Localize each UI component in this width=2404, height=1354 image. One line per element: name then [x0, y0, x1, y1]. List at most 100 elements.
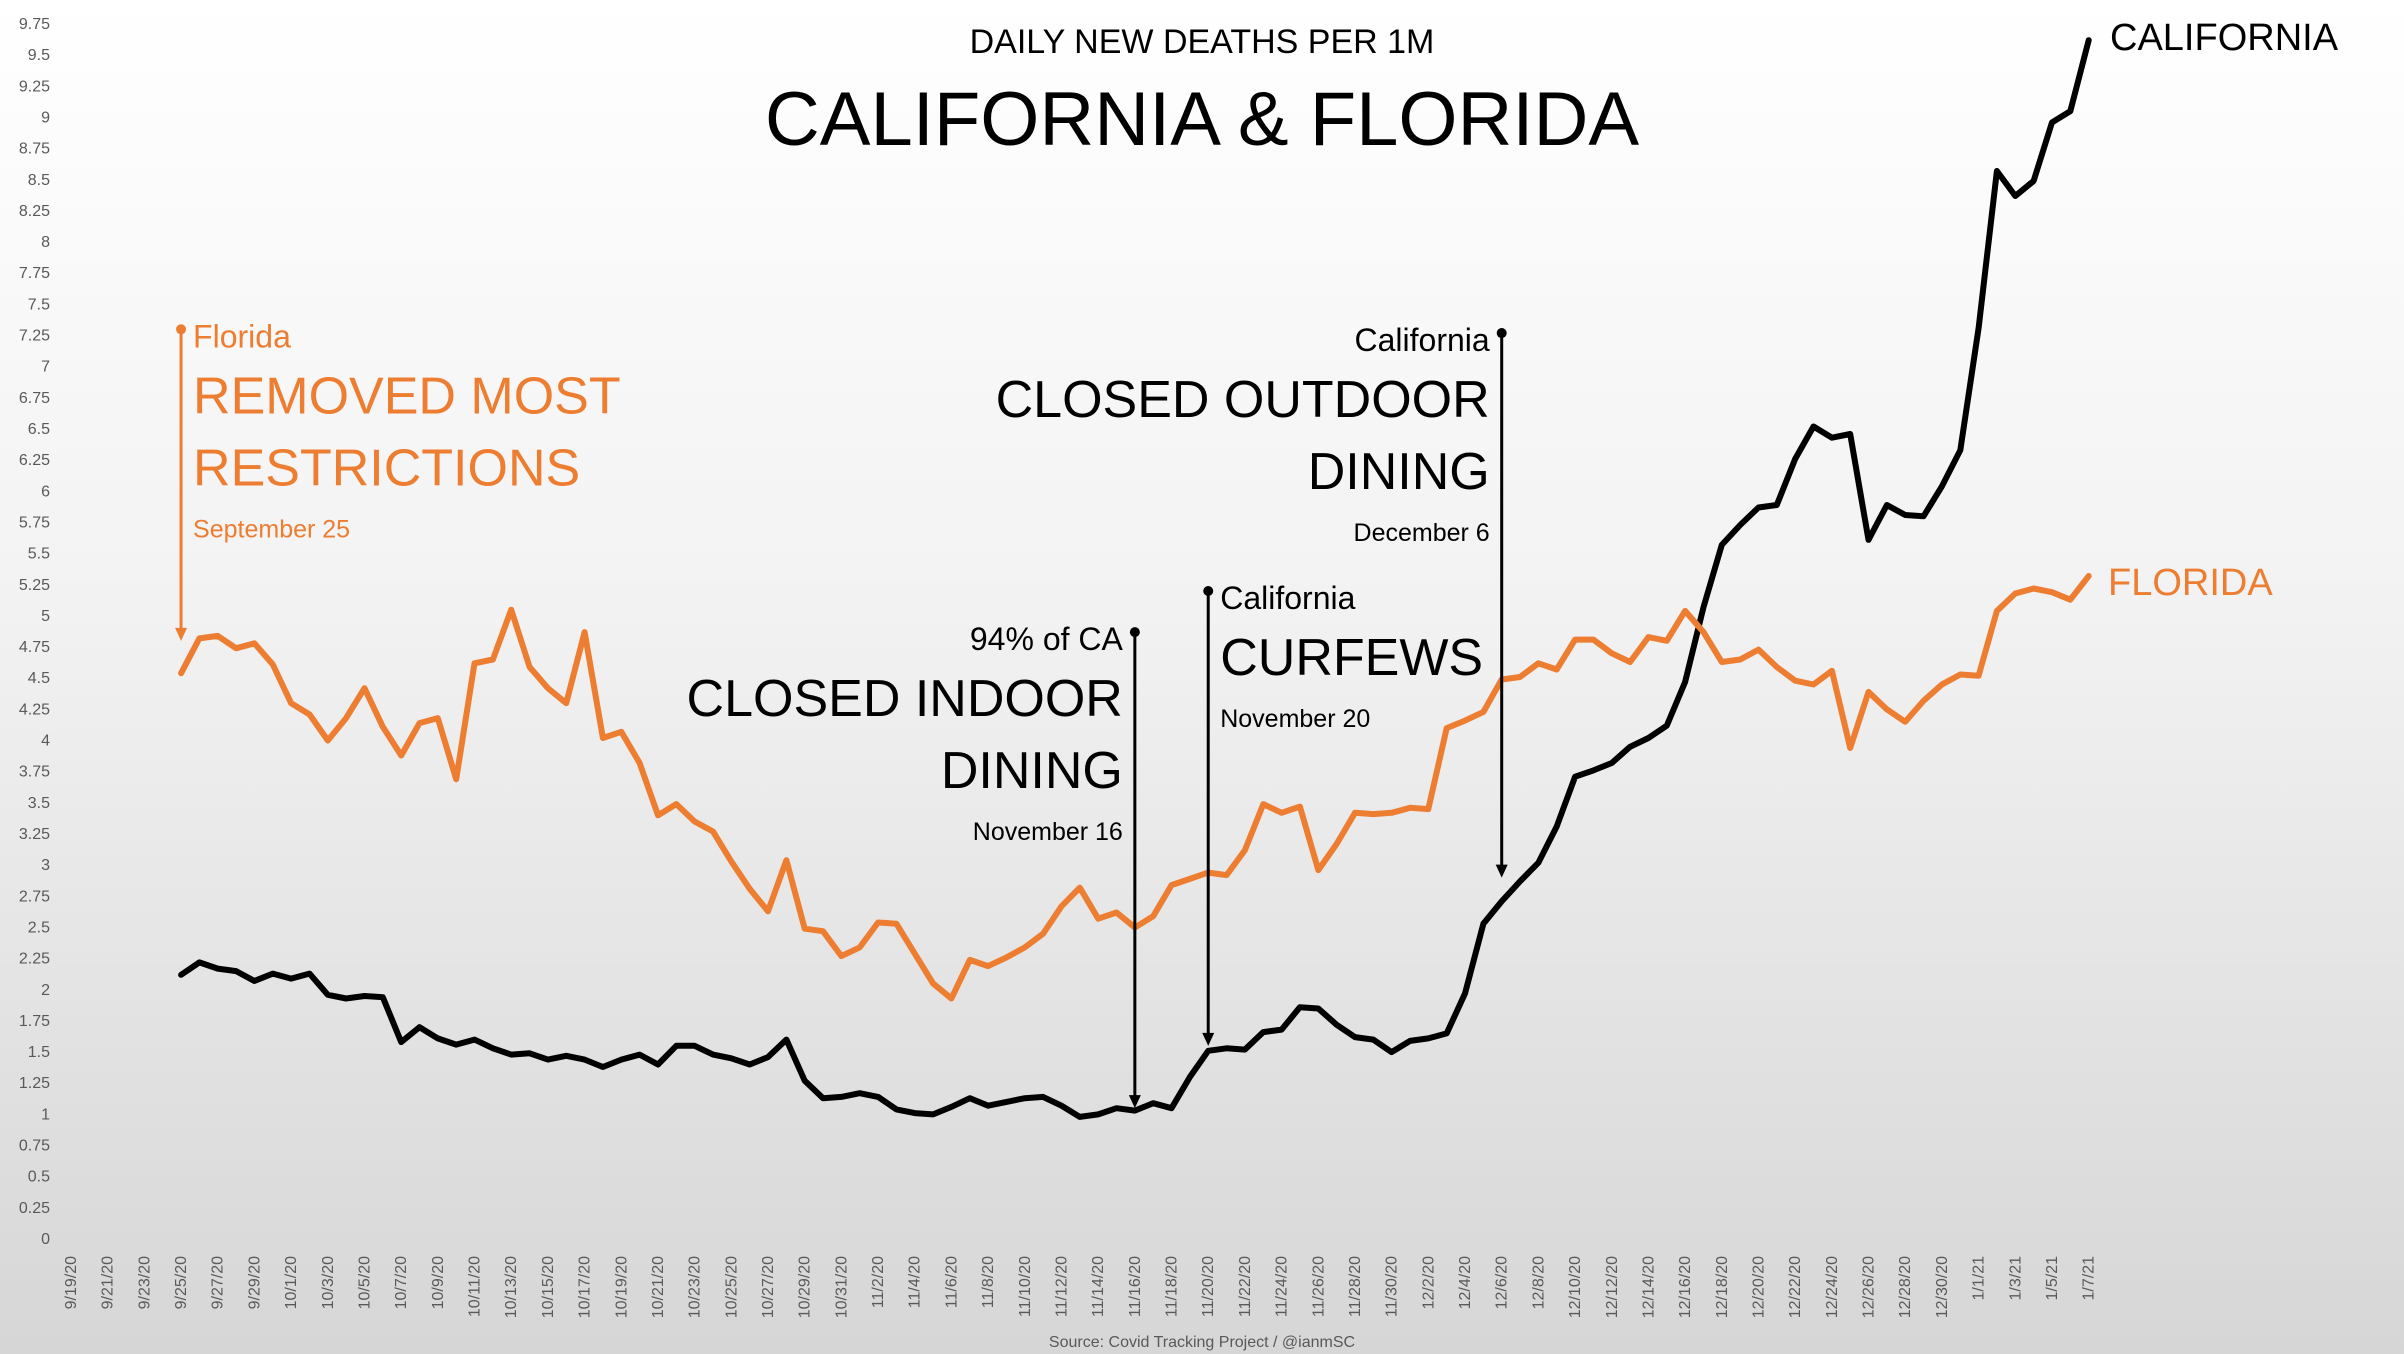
- x-tick-label: 10/1/20: [283, 1256, 300, 1309]
- y-tick-label: 2.75: [19, 888, 50, 905]
- annotation-dot: [1129, 627, 1140, 638]
- y-tick-label: 1.5: [28, 1044, 50, 1061]
- x-axis: 9/19/20 9/21/20 9/23/20 9/25/20 9/27/20 9/29/…: [63, 1256, 2098, 1318]
- y-tick-label: 7.25: [19, 328, 50, 345]
- x-tick-label: 11/12/20: [1053, 1256, 1070, 1317]
- y-tick-label: 6: [41, 483, 50, 500]
- x-tick-label: 12/10/20: [1567, 1256, 1584, 1318]
- annotation-arrowhead: [1495, 864, 1508, 878]
- annotation-state: 94% of CA: [970, 621, 1124, 657]
- y-tick-label: 7: [41, 359, 50, 376]
- x-tick-label: 10/3/20: [320, 1256, 337, 1309]
- x-tick-label: 10/11/20: [467, 1256, 484, 1317]
- y-axis: 0 0.25 0.5 0.75 1 1.25 1.5 1.75 2 2.25 2.5 2.75 3 3.2…: [19, 16, 50, 1248]
- x-tick-label: 10/15/20: [540, 1256, 557, 1318]
- x-tick-label: 10/25/20: [723, 1256, 740, 1318]
- x-tick-label: 10/9/20: [430, 1256, 447, 1309]
- x-tick-label: 11/6/20: [943, 1256, 960, 1308]
- annotation-4: California CLOSED OUTDOOR DINING December 6: [996, 322, 1508, 878]
- x-tick-label: 12/12/20: [1604, 1256, 1621, 1318]
- x-tick-label: 10/19/20: [613, 1256, 630, 1318]
- annotation-2: 94% of CA CLOSED INDOOR DINING November 16: [687, 621, 1141, 1109]
- x-tick-label: 10/5/20: [356, 1256, 373, 1309]
- x-tick-label: 12/24/20: [1824, 1256, 1841, 1318]
- annotation-state: California: [1220, 580, 1355, 616]
- x-tick-label: 11/18/20: [1164, 1256, 1181, 1317]
- annotation-date: December 6: [1354, 519, 1490, 547]
- x-tick-label: 10/7/20: [393, 1256, 410, 1309]
- y-tick-label: 3.25: [19, 826, 50, 843]
- y-tick-label: 4.5: [28, 670, 50, 687]
- annotation-headline: CLOSED OUTDOOR: [996, 371, 1490, 429]
- x-tick-label: 1/7/21: [2081, 1256, 2098, 1301]
- y-tick-label: 9.5: [28, 47, 50, 64]
- series-label-california: CALIFORNIA: [2110, 17, 2339, 59]
- x-tick-label: 12/22/20: [1787, 1256, 1804, 1318]
- annotation-1: Florida REMOVED MOST RESTRICTIONS September…: [175, 318, 621, 641]
- annotation-arrowhead: [175, 627, 188, 641]
- y-tick-label: 4: [41, 733, 50, 750]
- x-tick-label: 12/14/20: [1640, 1256, 1657, 1318]
- series-line-california: [178, 37, 2092, 1120]
- x-tick-label: 9/29/20: [246, 1256, 263, 1309]
- x-tick-label: 10/13/20: [503, 1256, 520, 1318]
- x-tick-label: 9/23/20: [136, 1256, 153, 1309]
- x-tick-label: 11/20/20: [1200, 1256, 1217, 1317]
- y-tick-label: 6.75: [19, 390, 50, 407]
- y-tick-label: 7.5: [28, 296, 50, 313]
- y-tick-label: 4.25: [19, 701, 50, 718]
- x-tick-label: 11/8/20: [980, 1256, 997, 1308]
- series-label-florida: FLORIDA: [2108, 562, 2273, 604]
- x-tick-label: 12/8/20: [1530, 1256, 1547, 1309]
- y-tick-label: 0.25: [19, 1200, 50, 1217]
- x-tick-label: 9/25/20: [173, 1256, 190, 1309]
- annotation-dot: [176, 324, 187, 335]
- y-tick-label: 9.75: [19, 16, 50, 33]
- x-tick-label: 12/16/20: [1677, 1256, 1694, 1318]
- chart-source: Source: Covid Tracking Project / @ianmSC: [1049, 1334, 1355, 1351]
- x-tick-label: 11/28/20: [1347, 1256, 1364, 1317]
- annotation-arrowhead: [1128, 1095, 1141, 1109]
- chart-title: CALIFORNIA & FLORIDA: [765, 77, 1639, 162]
- annotation-headline: CLOSED INDOOR: [687, 670, 1123, 728]
- y-tick-label: 0: [41, 1231, 50, 1248]
- y-tick-label: 0.75: [19, 1138, 50, 1155]
- y-tick-label: 8.5: [28, 172, 50, 189]
- y-tick-label: 1.25: [19, 1075, 50, 1092]
- annotation-3: California CURFEWS November 20: [1202, 580, 1483, 1046]
- annotation-date: November 20: [1220, 705, 1370, 733]
- annotation-headline: DINING: [1308, 443, 1490, 501]
- x-tick-label: 12/6/20: [1494, 1256, 1511, 1309]
- y-tick-label: 1.75: [19, 1013, 50, 1030]
- y-tick-label: 5.75: [19, 514, 50, 531]
- annotation-date: November 16: [973, 818, 1123, 846]
- x-tick-label: 10/31/20: [833, 1256, 850, 1318]
- y-tick-label: 3.75: [19, 764, 50, 781]
- x-tick-label: 12/28/20: [1897, 1256, 1914, 1318]
- x-tick-label: 11/2/20: [870, 1256, 887, 1308]
- y-tick-label: 9.25: [19, 78, 50, 95]
- y-tick-label: 5.25: [19, 577, 50, 594]
- chart-subtitle: DAILY NEW DEATHS PER 1M: [970, 23, 1435, 61]
- y-tick-label: 6.5: [28, 421, 50, 438]
- y-tick-label: 3.5: [28, 795, 50, 812]
- x-tick-label: 9/19/20: [63, 1256, 80, 1309]
- annotation-headline: CURFEWS: [1220, 629, 1483, 687]
- y-tick-label: 0.5: [28, 1169, 50, 1186]
- x-tick-label: 11/22/20: [1237, 1256, 1254, 1317]
- x-tick-label: 12/30/20: [1934, 1256, 1951, 1318]
- x-tick-label: 11/16/20: [1127, 1256, 1144, 1317]
- x-tick-label: 9/27/20: [210, 1256, 227, 1309]
- x-tick-label: 12/26/20: [1861, 1256, 1878, 1318]
- annotation-dot: [1496, 328, 1507, 339]
- y-tick-label: 7.75: [19, 265, 50, 282]
- y-tick-label: 5.5: [28, 546, 50, 563]
- x-tick-label: 1/5/21: [2044, 1256, 2061, 1301]
- x-tick-label: 12/2/20: [1420, 1256, 1437, 1309]
- y-tick-label: 2.25: [19, 951, 50, 968]
- y-tick-label: 3: [41, 857, 50, 874]
- y-tick-label: 9: [41, 109, 50, 126]
- y-tick-label: 5: [41, 608, 50, 625]
- y-tick-label: 4.75: [19, 639, 50, 656]
